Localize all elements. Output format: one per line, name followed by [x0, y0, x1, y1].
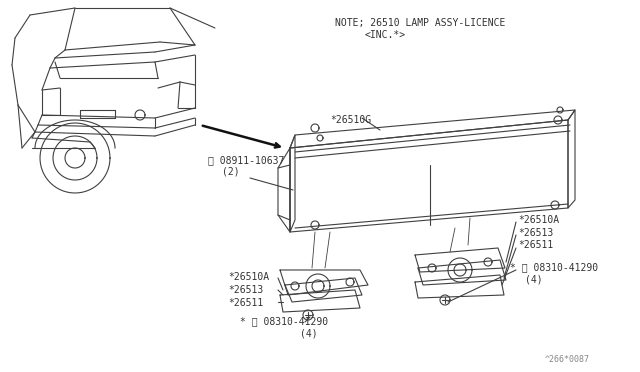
Text: *26511: *26511 — [518, 240, 553, 250]
Text: <INC.*>: <INC.*> — [365, 30, 406, 40]
Text: ^266*0087: ^266*0087 — [545, 355, 590, 364]
Text: (2): (2) — [222, 167, 239, 177]
Text: * Ⓢ 08310-41290: * Ⓢ 08310-41290 — [510, 262, 598, 272]
Text: *26510A: *26510A — [228, 272, 269, 282]
Text: * Ⓢ 08310-41290: * Ⓢ 08310-41290 — [240, 316, 328, 326]
Text: (4): (4) — [300, 328, 317, 338]
Text: *26510A: *26510A — [518, 215, 559, 225]
Text: NOTE; 26510 LAMP ASSY-LICENCE: NOTE; 26510 LAMP ASSY-LICENCE — [335, 18, 506, 28]
Text: ⓝ 08911-10637: ⓝ 08911-10637 — [208, 155, 284, 165]
Text: *26513: *26513 — [518, 228, 553, 238]
Text: *26513: *26513 — [228, 285, 263, 295]
Text: *26511: *26511 — [228, 298, 263, 308]
Text: (4): (4) — [525, 274, 543, 284]
Text: *26510G: *26510G — [330, 115, 371, 125]
